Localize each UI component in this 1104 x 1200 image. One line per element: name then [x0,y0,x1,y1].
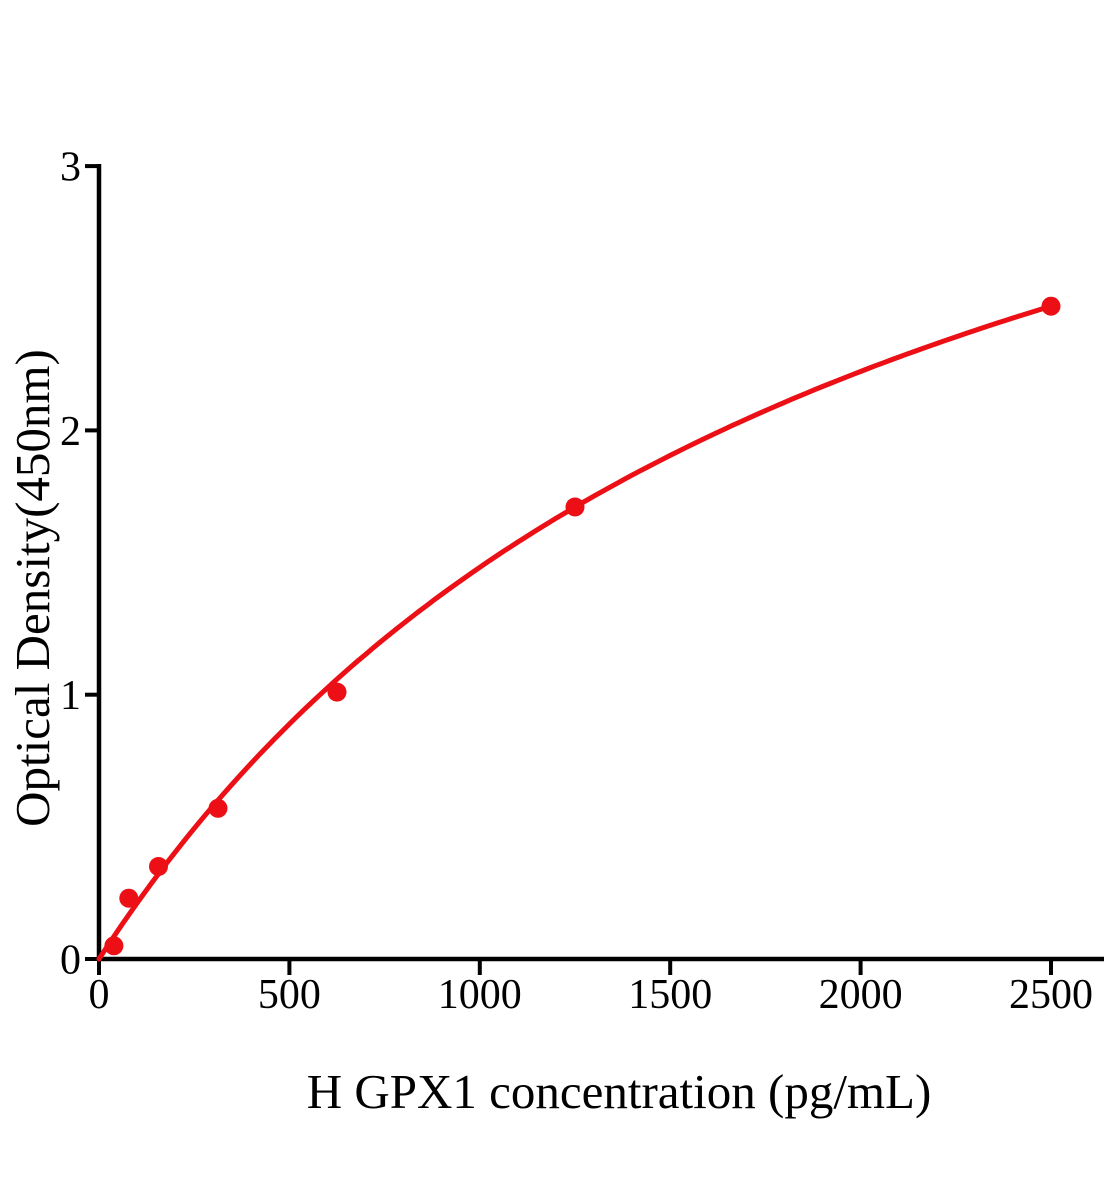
y-axis-title: Optical Density(450nm) [5,349,60,827]
x-axis-title: H GPX1 concentration (pg/mL) [307,1064,932,1119]
data-series [96,296,1061,962]
x-tick-label: 0 [89,972,110,1018]
y-tick-label: 0 [60,938,81,984]
axis-ticks [85,164,1053,975]
data-point [1041,296,1061,316]
axis-tick-labels: 0 500 1000 1500 2000 2500 0 1 2 3 [60,145,1093,1018]
data-point [565,497,585,517]
y-tick-label: 2 [60,409,81,455]
x-tick-label: 1500 [628,972,712,1018]
fit-curve [96,303,1054,962]
y-tick-label: 3 [60,145,81,191]
axes [96,164,1104,962]
data-point [119,888,139,908]
x-tick-label: 2000 [819,972,903,1018]
data-point [149,857,168,876]
y-tick-label: 1 [60,673,81,719]
data-point [208,798,228,818]
data-point [327,682,347,702]
x-tick-label: 1000 [438,972,522,1018]
data-point [104,936,124,956]
x-tick-label: 2500 [1009,972,1093,1018]
x-tick-label: 500 [258,972,321,1018]
